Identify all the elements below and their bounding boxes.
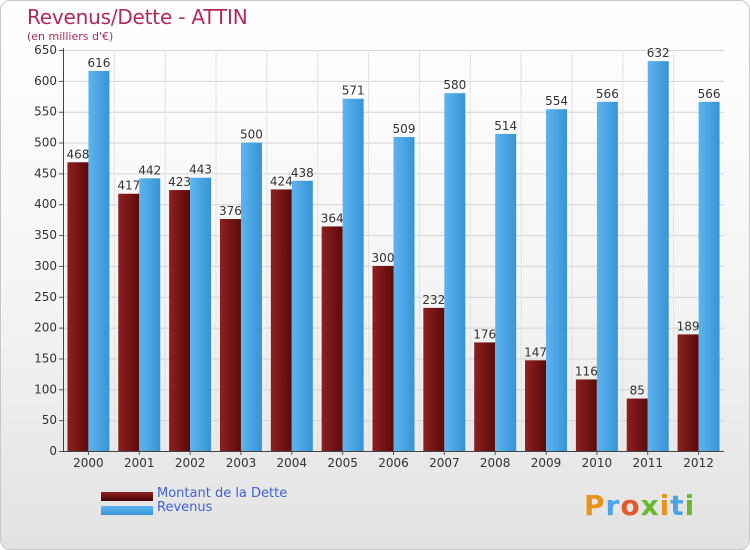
bar-dette-2000	[67, 162, 89, 451]
legend-swatch-dette	[101, 492, 153, 501]
bar-dette-2002	[169, 190, 191, 451]
data-label-dette-2003: 376	[219, 204, 242, 218]
data-label-dette-2009: 147	[524, 345, 547, 359]
data-label-revenus-2012: 566	[698, 87, 721, 101]
bar-revenus-2003	[240, 142, 262, 452]
data-label-revenus-2009: 554	[545, 94, 568, 108]
bar-revenus-2009	[546, 109, 568, 452]
y-tick-label: 400	[34, 197, 57, 211]
data-label-revenus-2005: 571	[342, 84, 365, 98]
y-tick-label: 300	[34, 259, 57, 273]
bar-dette-2011	[626, 398, 648, 451]
data-label-revenus-2006: 509	[393, 122, 416, 136]
bar-revenus-2000	[88, 70, 110, 451]
data-label-dette-2011: 85	[630, 384, 645, 398]
y-tick-label: 250	[34, 290, 57, 304]
bar-revenus-2005	[342, 98, 364, 451]
data-label-dette-2007: 232	[422, 293, 445, 307]
bar-dette-2007	[423, 307, 445, 451]
data-label-revenus-2004: 438	[291, 166, 314, 180]
data-label-revenus-2002: 443	[189, 163, 212, 177]
y-tick-label: 500	[34, 136, 57, 150]
y-tick-label: 100	[34, 382, 57, 396]
x-tick-label: 2012	[683, 456, 714, 470]
x-tick-label: 2006	[378, 456, 409, 470]
bar-dette-2010	[575, 379, 597, 451]
data-label-dette-2004: 424	[270, 174, 293, 188]
data-label-dette-2001: 417	[117, 179, 140, 193]
x-tick-label: 2010	[582, 456, 613, 470]
bar-revenus-2006	[393, 136, 415, 452]
bar-dette-2012	[677, 334, 699, 451]
x-tick-label: 2009	[531, 456, 562, 470]
legend-label-revenus: Revenus	[157, 500, 213, 515]
y-tick-label: 450	[34, 166, 57, 180]
x-tick-label: 2004	[277, 456, 308, 470]
bar-revenus-2010	[596, 101, 618, 452]
y-tick-label: 200	[34, 321, 57, 335]
data-label-dette-2010: 116	[575, 364, 598, 378]
data-label-dette-2002: 423	[168, 175, 191, 189]
data-label-dette-2000: 468	[66, 147, 89, 161]
bar-revenus-2002	[190, 177, 212, 452]
data-label-revenus-2003: 500	[240, 128, 263, 142]
bar-dette-2009	[525, 360, 547, 451]
bar-revenus-2008	[495, 133, 517, 451]
bar-dette-2008	[474, 342, 496, 451]
data-label-revenus-2000: 616	[87, 56, 110, 70]
x-tick-label: 2002	[175, 456, 206, 470]
x-tick-label: 2001	[124, 456, 155, 470]
bar-dette-2005	[321, 226, 343, 451]
bar-dette-2003	[219, 219, 241, 451]
data-label-revenus-2008: 514	[494, 119, 517, 133]
x-tick-label: 2008	[480, 456, 511, 470]
bars	[67, 61, 720, 452]
data-label-dette-2012: 189	[677, 319, 700, 333]
legend-swatch-revenus	[101, 506, 153, 515]
data-label-revenus-2007: 580	[443, 78, 466, 92]
y-tick-label: 600	[34, 74, 57, 88]
y-tick-label: 0	[49, 444, 57, 458]
y-tick-label: 650	[34, 43, 57, 57]
data-label-dette-2008: 176	[473, 327, 496, 341]
y-tick-label: 350	[34, 228, 57, 242]
bar-revenus-2011	[647, 61, 669, 451]
bar-revenus-2004	[291, 180, 313, 451]
data-label-dette-2005: 364	[321, 211, 344, 225]
bar-dette-2006	[372, 265, 394, 451]
y-tick-label: 50	[42, 413, 57, 427]
data-label-revenus-2010: 566	[596, 87, 619, 101]
y-tick-label: 150	[34, 351, 57, 365]
bar-revenus-2007	[444, 93, 466, 451]
bar-revenus-2001	[139, 178, 161, 451]
bar-dette-2004	[270, 189, 292, 451]
x-tick-label: 2011	[632, 456, 663, 470]
bar-dette-2001	[118, 193, 140, 451]
legend-label-dette: Montant de la Dette	[157, 486, 288, 501]
chart-title: Revenus/Dette - ATTIN	[27, 5, 248, 29]
x-tick-label: 2005	[327, 456, 358, 470]
data-label-dette-2006: 300	[372, 251, 395, 265]
x-tick-label: 2003	[226, 456, 257, 470]
axes: 0 50 100 150 200 250 300 350 400 450 500 550 600 650 2…	[34, 43, 724, 470]
data-label-revenus-2011: 632	[647, 46, 670, 60]
y-tick-label: 550	[34, 105, 57, 119]
x-tick-label: 2000	[73, 456, 104, 470]
proxiti-logo: Proxiti	[584, 489, 696, 522]
x-tick-label: 2007	[429, 456, 460, 470]
bar-revenus-2012	[698, 101, 720, 452]
chart-subtitle: (en milliers d'€)	[27, 30, 114, 43]
data-label-revenus-2001: 442	[138, 163, 161, 177]
